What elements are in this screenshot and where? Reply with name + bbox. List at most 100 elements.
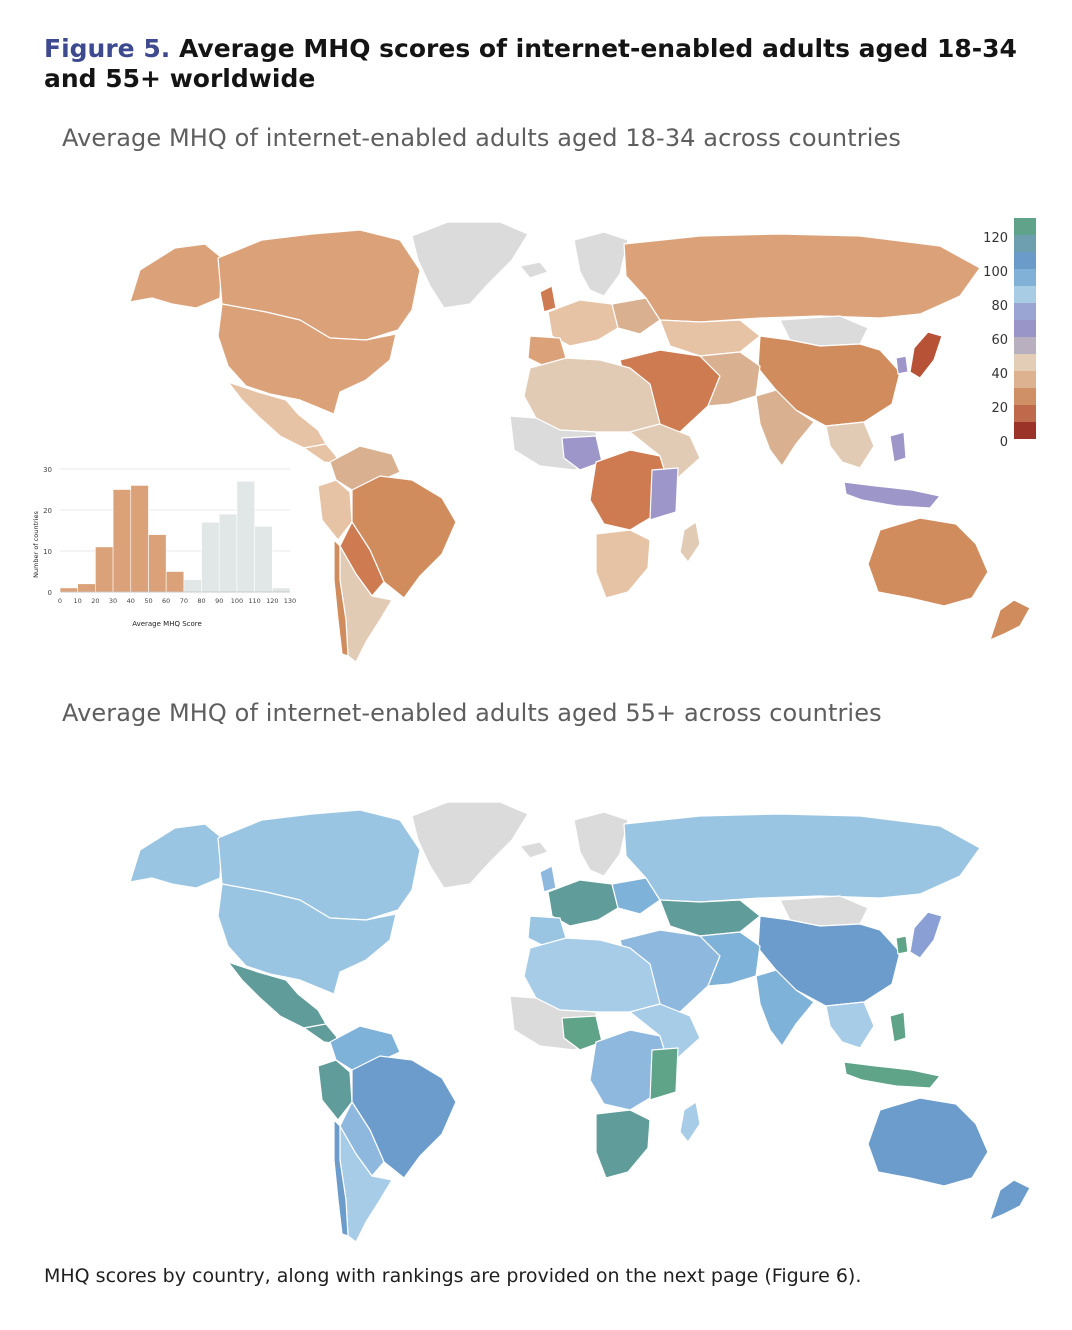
region-korea [895, 935, 909, 955]
region-kazakh [659, 319, 761, 357]
y-axis-label: Number of countries [32, 511, 40, 578]
legend-swatch [1014, 252, 1036, 269]
region-e-africa [629, 423, 701, 489]
legend-tick-label: 40 [991, 367, 1008, 382]
region-se-asia [825, 421, 875, 469]
x-tick-label: 70 [180, 597, 188, 605]
figure-number: Figure 5. [44, 34, 171, 63]
x-tick-label: 60 [162, 597, 170, 605]
region-philippines [889, 1011, 907, 1043]
region-iran-afg [699, 931, 761, 987]
region-nigeria [561, 1015, 603, 1051]
histogram-bar [165, 571, 185, 593]
figure-title: Figure 5. Average MHQ scores of internet… [44, 34, 1044, 94]
x-tick-label: 20 [91, 597, 99, 605]
x-tick-label: 30 [109, 597, 117, 605]
legend-swatch [1014, 303, 1036, 320]
legend-swatch [1014, 218, 1036, 235]
region-alaska [129, 243, 223, 309]
region-kazakh [659, 899, 761, 937]
region-kenya-tz [649, 1047, 679, 1101]
region-madagascar [679, 521, 701, 563]
legend-tick-label: 80 [991, 299, 1008, 314]
x-tick-label: 0 [58, 597, 62, 605]
region-india [755, 969, 815, 1047]
region-kenya-tz [649, 467, 679, 521]
region-usa [217, 883, 397, 995]
legend-tick-label: 100 [983, 265, 1008, 280]
histogram-bar [254, 526, 273, 593]
region-new-zealand [989, 1179, 1031, 1221]
region-philippines [889, 431, 907, 463]
region-australia [867, 1097, 989, 1187]
x-axis-label: Average MHQ Score [132, 620, 202, 628]
region-s-africa [595, 1109, 651, 1179]
histogram-bar [59, 587, 78, 593]
legend-swatch [1014, 320, 1036, 337]
region-iceland [519, 261, 549, 279]
region-alaska [129, 823, 223, 889]
region-se-asia [825, 1001, 875, 1049]
region-uk [539, 285, 557, 313]
region-australia [867, 517, 989, 607]
region-korea [895, 355, 909, 375]
x-tick-label: 130 [284, 597, 296, 605]
region-indonesia [843, 481, 941, 509]
region-madagascar [679, 1101, 701, 1143]
region-scandinavia [573, 231, 629, 297]
histogram-bar [218, 513, 238, 593]
figure-title-text: Average MHQ scores of internet-enabled a… [44, 34, 1017, 93]
region-scandinavia [573, 811, 629, 877]
region-uk [539, 865, 557, 893]
region-japan [909, 911, 943, 959]
legend-swatch [1014, 337, 1036, 354]
y-tick-label: 30 [43, 466, 52, 474]
legend-swatch [1014, 354, 1036, 371]
x-tick-label: 90 [215, 597, 223, 605]
y-tick-label: 0 [48, 589, 52, 597]
legend-tick-label: 120 [983, 231, 1008, 246]
region-greenland [411, 221, 529, 309]
legend-swatch [1014, 371, 1036, 388]
histogram-bar [183, 579, 202, 593]
y-tick-label: 20 [43, 507, 52, 515]
legend-swatch [1014, 269, 1036, 286]
region-indonesia [843, 1061, 941, 1089]
legend-swatch [1014, 286, 1036, 303]
footer-note: MHQ scores by country, along with rankin… [44, 1265, 862, 1287]
histogram-bar [236, 480, 255, 593]
region-greenland [411, 801, 529, 889]
region-iran-afg [699, 351, 761, 407]
histogram-bar [112, 489, 132, 593]
region-india [755, 389, 815, 467]
region-russia [623, 813, 981, 903]
x-tick-label: 80 [197, 597, 205, 605]
x-tick-label: 110 [248, 597, 260, 605]
region-e-europe [611, 297, 661, 335]
legend-swatch [1014, 405, 1036, 422]
map-heading-18-34: Average MHQ of internet-enabled adults a… [62, 124, 901, 152]
region-usa [217, 303, 397, 415]
region-chile [333, 539, 349, 657]
x-tick-label: 40 [127, 597, 135, 605]
legend-tick-label: 60 [991, 333, 1008, 348]
legend-tick-label: 0 [1000, 435, 1008, 448]
histogram-bar [148, 534, 167, 593]
region-s-africa [595, 529, 651, 599]
x-tick-label: 50 [144, 597, 152, 605]
x-tick-label: 120 [266, 597, 278, 605]
y-tick-label: 10 [43, 548, 52, 556]
histogram-bar [95, 546, 114, 593]
histogram-bar [272, 587, 291, 593]
region-nigeria [561, 435, 603, 471]
x-tick-label: 10 [74, 597, 82, 605]
region-russia [623, 233, 981, 323]
map-heading-55-plus: Average MHQ of internet-enabled adults a… [62, 699, 882, 727]
legend-swatch [1014, 235, 1036, 252]
region-iceland [519, 841, 549, 859]
histogram-bar [201, 522, 220, 593]
color-legend: 120 100 80 60 40 20 0 [983, 218, 1036, 448]
histogram-chart: 0 10 20 30 0 10 20 30 40 50 60 70 80 90 100 110 120 130 Av… [28, 455, 298, 640]
legend-swatch [1014, 422, 1036, 439]
world-map-55-plus [129, 801, 1031, 1243]
